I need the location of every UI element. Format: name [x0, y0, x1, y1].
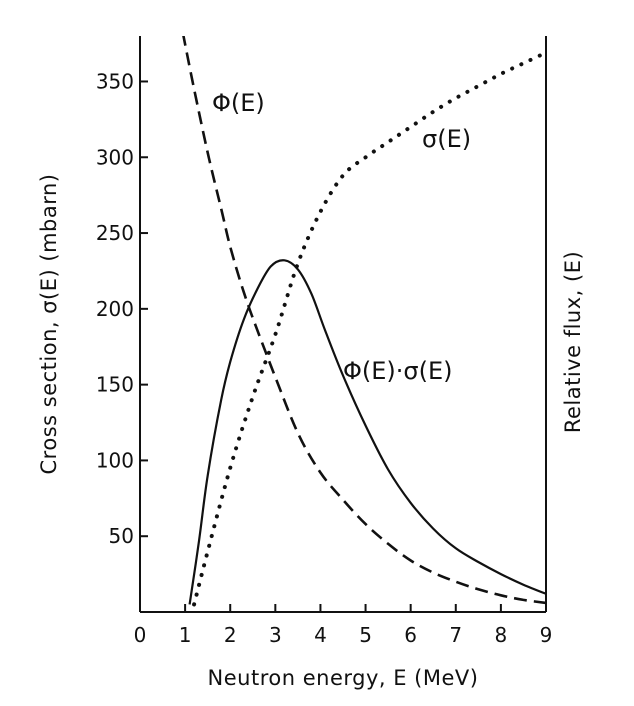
product-curve	[188, 259, 546, 605]
x-axis-label: Neutron energy, E (MeV)	[208, 666, 479, 690]
x-tick-label: 8	[495, 623, 508, 647]
y-tick-label: 300	[96, 145, 134, 169]
phi-label: Φ(E)	[212, 89, 265, 117]
x-tick-label: 4	[314, 623, 327, 647]
sigma-cross-section-curve	[192, 50, 546, 607]
product-label: Φ(E)·σ(E)	[343, 357, 453, 385]
series-layer	[182, 36, 546, 607]
x-tick-label: 9	[540, 623, 553, 647]
y-tick-label: 50	[109, 524, 134, 548]
phi-flux-curve	[182, 36, 546, 605]
sigma-label: σ(E)	[422, 125, 471, 153]
x-tick-label: 0	[134, 623, 147, 647]
ticks: 0 1 2 3 4 5 6 7 8 9 50 100 150 200 250 300 350	[96, 69, 553, 647]
x-tick-label: 3	[269, 623, 282, 647]
plot-frame	[139, 36, 547, 613]
y-tick-label: 150	[96, 373, 134, 397]
x-tick-label: 5	[359, 623, 372, 647]
y-tick-label: 200	[96, 297, 134, 321]
y-tick-label: 100	[96, 448, 134, 472]
x-tick-label: 6	[404, 623, 417, 647]
x-tick-label: 7	[449, 623, 462, 647]
y-tick-label: 250	[96, 221, 134, 245]
right-axis-label: Relative flux, (E)	[561, 251, 585, 433]
y-tick-label: 350	[96, 69, 134, 93]
y-axis-label: Cross section, σ(E) (mbarn)	[37, 174, 61, 475]
x-tick-label: 2	[224, 623, 237, 647]
x-tick-label: 1	[179, 623, 192, 647]
